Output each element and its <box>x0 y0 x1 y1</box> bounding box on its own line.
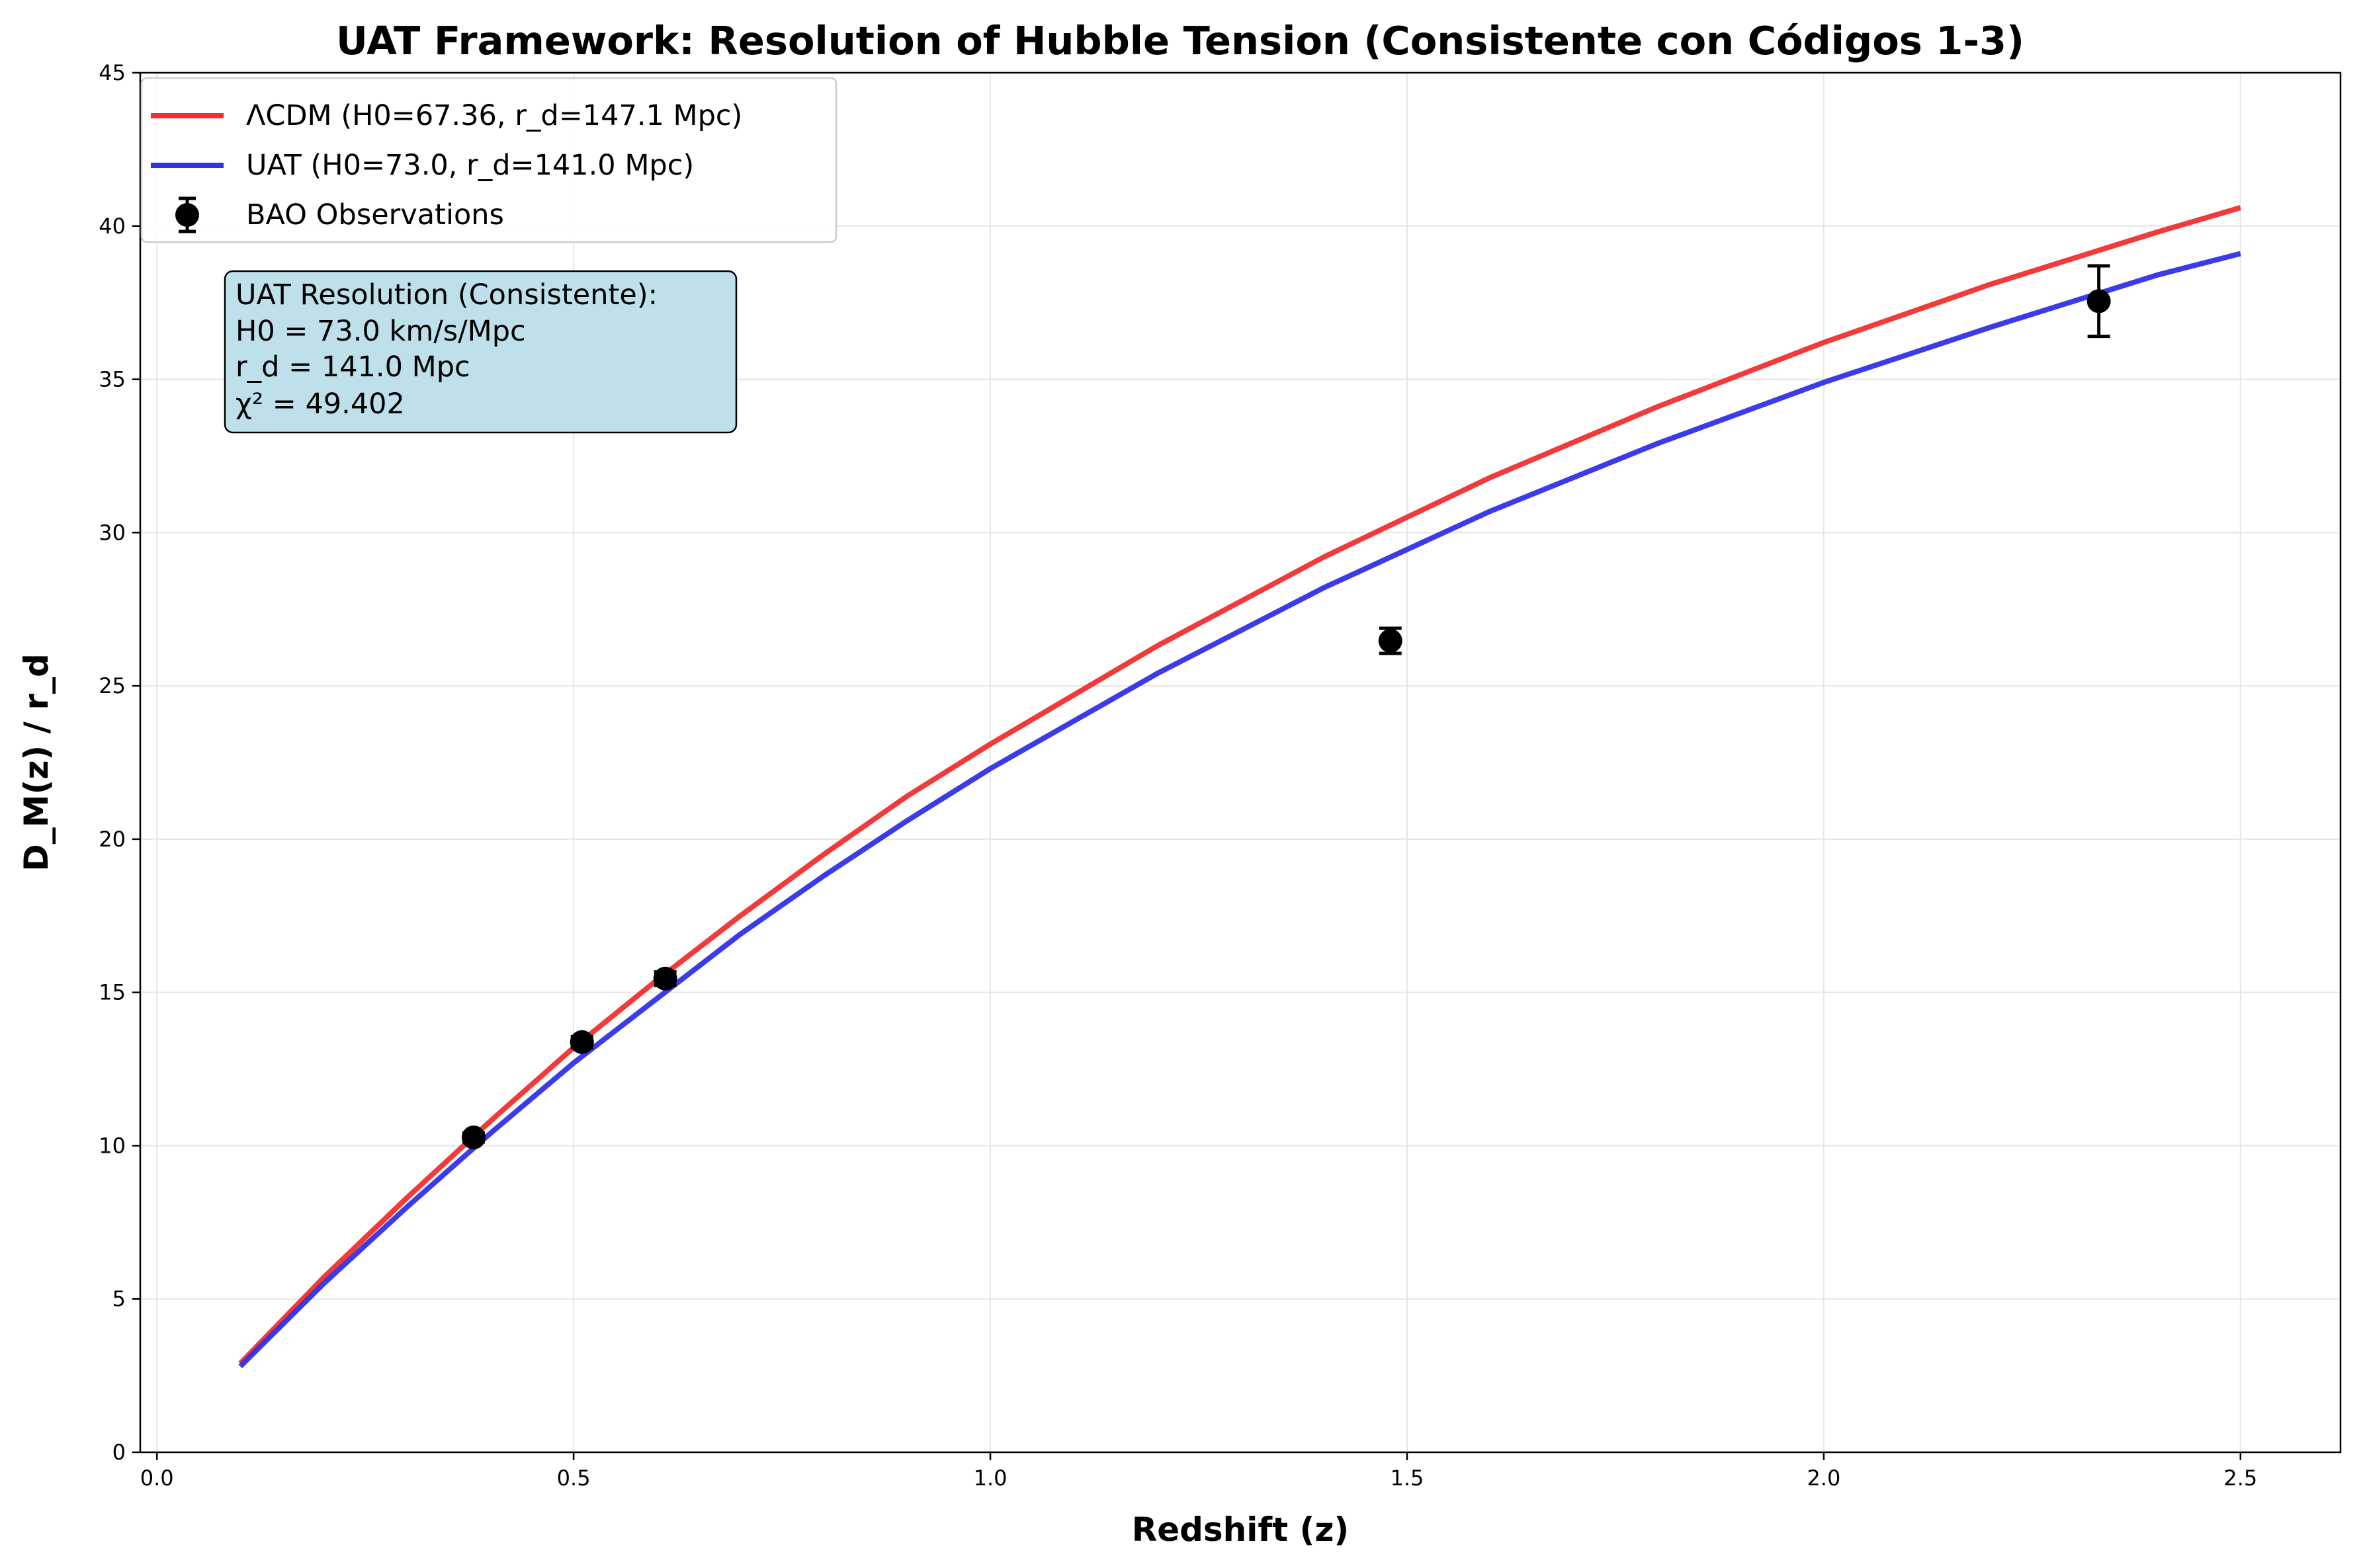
legend-label-uat: UAT (H0=73.0, r_d=141.0 Mpc) <box>246 149 694 182</box>
y-tick-label-0: 0 <box>112 1440 126 1465</box>
data-marker <box>461 1125 486 1149</box>
data-marker <box>2086 289 2111 313</box>
y-tick-label-6: 30 <box>99 520 126 545</box>
y-tick-label-5: 25 <box>99 673 126 698</box>
plot-frame <box>139 71 2342 1454</box>
ticks-layer: 0.0 0.5 1.0 1.5 2.0 2.5 0 5 10 15 20 25 30 35 40 45 <box>99 60 2257 1491</box>
x-tick-label-0: 0.0 <box>140 1465 174 1491</box>
chart-title: UAT Framework: Resolution of Hubble Tens… <box>336 18 2024 63</box>
y-tick-label-1: 5 <box>112 1286 126 1311</box>
bao-point-1 <box>570 1030 594 1054</box>
grid-lines <box>140 72 2340 1453</box>
x-axis-label: Redshift (z) <box>1132 1510 1350 1549</box>
y-tick-label-3: 15 <box>99 980 126 1005</box>
annotation-box: UAT Resolution (Consistente): H0 = 73.0 … <box>224 270 738 434</box>
annotation-background <box>224 270 738 434</box>
x-tick-label-2: 1.0 <box>974 1465 1008 1491</box>
y-axis-label: D_M(z) / r_d <box>17 653 56 872</box>
legend-label-bao: BAO Observations <box>246 198 504 231</box>
data-marker <box>1378 628 1402 653</box>
x-tick-label-1: 0.5 <box>557 1465 591 1491</box>
legend-swatch-bao <box>175 196 199 233</box>
y-tick-label-2: 10 <box>99 1133 126 1158</box>
legend-label-lcdm: ΛCDM (H0=67.36, r_d=147.1 Mpc) <box>246 99 742 132</box>
x-tick-label-5: 2.5 <box>2223 1465 2257 1491</box>
legend: ΛCDM (H0=67.36, r_d=147.1 Mpc) UAT (H0=7… <box>140 77 837 243</box>
data-marker <box>570 1030 594 1054</box>
annotation-line-2: H0 = 73.0 km/s/Mpc <box>236 315 526 348</box>
y-tick-label-7: 35 <box>99 367 126 392</box>
bao-point-4 <box>2086 264 2111 339</box>
x-tick-label-4: 2.0 <box>1807 1465 1840 1491</box>
data-marker <box>653 966 677 991</box>
annotation-line-4: χ² = 49.402 <box>236 388 405 421</box>
legend-box <box>140 77 837 243</box>
series-layer <box>238 205 2241 1369</box>
x-tick-label-3: 1.5 <box>1391 1465 1424 1491</box>
annotation-line-3: r_d = 141.0 Mpc <box>236 351 470 384</box>
bao-point-2 <box>653 966 677 991</box>
y-tick-label-4: 20 <box>99 827 126 852</box>
bao-point-0 <box>461 1125 486 1149</box>
y-tick-label-8: 40 <box>99 214 126 239</box>
y-tick-label-9: 45 <box>99 60 126 85</box>
bao-point-3 <box>1378 626 1402 655</box>
annotation-line-1: UAT Resolution (Consistente): <box>236 278 658 311</box>
